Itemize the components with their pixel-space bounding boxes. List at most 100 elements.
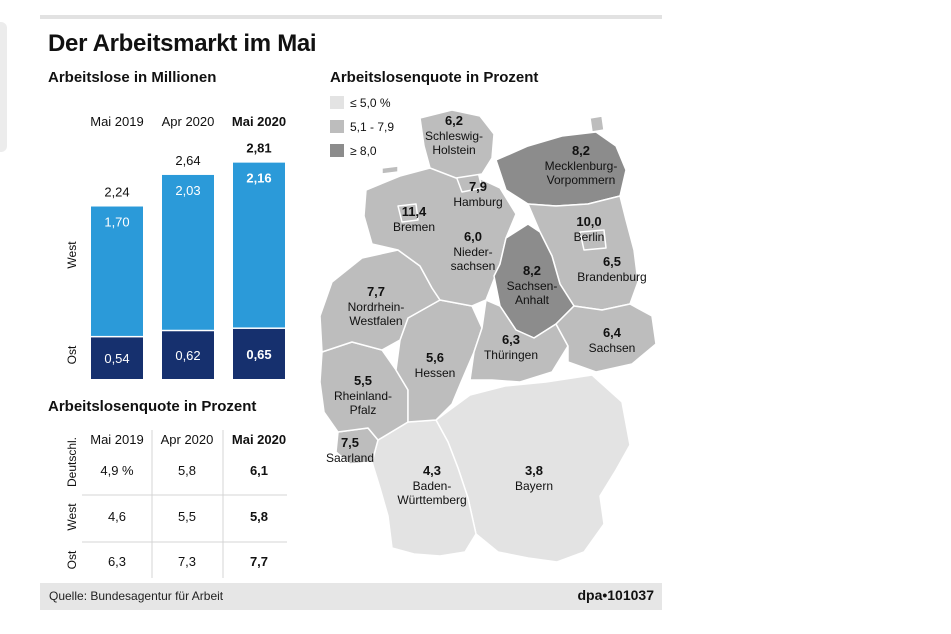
state-value: 5,6 [426,350,444,365]
state-shape-mecklenburg-vorpommern [495,131,627,207]
island-shape [381,165,399,175]
top-rule [40,15,662,19]
state-name: Nieder- [453,245,492,259]
bar-west-value: 2,16 [246,171,271,186]
page-title: Der Arbeitsmarkt im Mai [48,30,317,57]
bar-category-label: Mai 2020 [232,114,286,129]
island-shape [589,115,605,133]
state-name: Hessen [415,366,456,380]
legend-label: ≥ 8,0 [350,144,377,158]
state-name: Bremen [393,220,435,234]
state-name: Westfalen [349,314,402,328]
state-value: 8,2 [572,143,590,158]
table-cell: 4,9 % [100,463,134,478]
state-value: 4,3 [423,463,441,478]
state-name: Sachsen- [507,279,558,293]
state-value: 6,0 [464,229,482,244]
bar-chart: Mai 2019 0,54 1,70 2,24 Apr 2020 0,62 2,03 2,64… [65,114,286,379]
state-name: Mecklenburg- [545,159,618,173]
state-value: 10,0 [576,214,601,229]
state-name: Schleswig- [425,129,483,143]
state-name: Baden- [413,479,452,493]
map-shapes [319,109,657,563]
state-shape-schleswig-holstein [419,109,495,179]
table-cell: 7,3 [178,554,196,569]
bar-west-value: 2,03 [175,183,200,198]
legend-swatch [330,120,344,133]
source-note: Quelle: Bundesagentur für Arbeit [49,589,224,603]
table-cell: 5,8 [178,463,196,478]
state-value: 6,5 [603,254,621,269]
state-value: 11,4 [402,204,427,219]
table-cell: 5,8 [250,509,268,524]
state-shape-bremen [397,203,419,223]
legend-label: 5,1 - 7,9 [350,120,394,134]
table-title: Arbeitslosenquote in Prozent [48,398,257,415]
table-cell: 7,7 [250,554,268,569]
state-name: sachsen [451,259,496,273]
bar-ost-value: 0,65 [246,347,271,362]
table-column-header: Mai 2019 [90,432,143,447]
state-value: 7,9 [469,179,487,194]
state-value: 7,5 [341,435,359,450]
map-legend: ≤ 5,0 % 5,1 - 7,9 ≥ 8,0 [330,96,394,158]
map-title: Arbeitslosenquote in Prozent [330,69,539,86]
state-name: Anhalt [515,293,550,307]
state-shape-berlin [579,229,607,251]
table-row-label: Deutschl. [65,437,79,487]
table-column-header: Apr 2020 [161,432,214,447]
left-edge-tab [0,22,7,152]
state-value: 7,7 [367,284,385,299]
state-name: Württemberg [397,493,466,507]
state-name: Rheinland- [334,389,392,403]
bar-ost [91,337,143,379]
state-value: 8,2 [523,263,541,278]
state-name: Saarland [326,451,374,465]
series-label-west: West [65,241,79,269]
legend-swatch [330,144,344,157]
state-value: 6,2 [445,113,463,128]
table-cell: 5,5 [178,509,196,524]
state-value: 6,3 [502,332,520,347]
table-row-label: West [65,503,79,531]
state-value: 6,4 [603,325,622,340]
credit-label: dpa•101037 [577,587,654,603]
bar-west [233,162,285,328]
bar-total-value: 2,81 [246,141,271,156]
table-cell: 4,6 [108,509,126,524]
legend-label: ≤ 5,0 % [350,96,391,110]
state-name: Hamburg [453,195,502,209]
state-name: Vorpommern [547,173,616,187]
table-row-label: Ost [65,550,79,569]
rate-table: Mai 2019 Apr 2020 Mai 2020 Deutschl. 4,9 % 5,… [65,430,287,578]
bar-total-value: 2,24 [104,185,129,200]
footer-bar: Quelle: Bundesagentur für Arbeit dpa•101… [40,583,662,610]
state-name: Berlin [574,230,605,244]
table-column-header: Mai 2020 [232,432,286,447]
bar-ost [233,328,285,379]
bar-ost-value: 0,62 [175,348,200,363]
bar-category-label: Apr 2020 [162,114,215,129]
state-name: Sachsen [589,341,636,355]
state-name: Holstein [432,143,475,157]
bar-west [91,206,143,336]
bar-ost [162,331,214,379]
state-name: Pfalz [350,403,377,417]
state-shape-sachsen [555,303,657,373]
state-name: Brandenburg [577,270,646,284]
state-name: Nordrhein- [348,300,405,314]
bar-west-value: 1,70 [104,215,129,230]
state-name: Thüringen [484,348,538,362]
bar-category-label: Mai 2019 [90,114,143,129]
bar-ost-value: 0,54 [104,351,129,366]
bar-chart-title: Arbeitslose in Millionen [48,69,217,86]
legend-swatch [330,96,344,109]
state-shape-baden-wuerttemberg [371,419,477,557]
state-value: 3,8 [525,463,543,478]
table-cell: 6,1 [250,463,268,478]
germany-map: ≤ 5,0 % 5,1 - 7,9 ≥ 8,0 6,2Schleswig-Holst… [319,96,657,563]
state-value: 5,5 [354,373,372,388]
series-label-ost: Ost [65,345,79,364]
